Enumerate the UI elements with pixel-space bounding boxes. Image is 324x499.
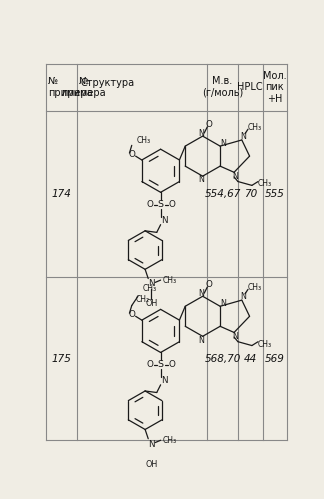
Text: S: S [157,200,164,209]
Text: CH₃: CH₃ [162,275,176,284]
Text: N: N [161,216,168,226]
Text: №
примера: № примера [48,76,92,98]
Text: N: N [198,289,204,298]
Text: N: N [161,376,168,385]
Text: N: N [240,292,246,301]
Text: O: O [168,360,175,369]
Text: CH₃: CH₃ [248,123,262,132]
Text: CH₃: CH₃ [143,284,157,293]
Text: N: N [220,299,226,308]
Text: O: O [128,150,135,159]
Text: 174: 174 [51,189,71,199]
Text: CH₃: CH₃ [248,283,262,292]
Text: 44: 44 [244,354,257,364]
Text: 554,67: 554,67 [204,189,241,199]
Text: O: O [146,200,153,209]
Text: Структура: Структура [80,78,134,88]
Text: N: N [220,139,226,148]
Text: N: N [240,132,246,141]
Text: 175: 175 [51,354,71,364]
Text: 555: 555 [265,189,284,199]
Text: 70: 70 [244,189,257,199]
Text: 569: 569 [265,354,284,364]
Text: OH: OH [145,299,157,308]
Text: O: O [146,360,153,369]
Text: N: N [198,129,204,138]
Text: N: N [233,172,238,181]
Text: №
примера: № примера [61,76,106,98]
Text: OH: OH [145,460,157,469]
Text: O: O [168,200,175,209]
Text: N: N [198,176,204,185]
Text: 568,70: 568,70 [204,354,241,364]
Text: CH₃: CH₃ [258,179,272,188]
Text: O: O [205,120,212,129]
Text: N: N [233,332,238,341]
Text: HPLC: HPLC [237,82,263,92]
Text: М.в.
(г/моль): М.в. (г/моль) [202,76,243,98]
Text: N: N [148,440,155,449]
Text: O: O [128,310,135,319]
Text: N: N [148,279,155,288]
Text: CH₃: CH₃ [162,436,176,445]
Text: S: S [157,360,164,369]
Text: O: O [205,280,212,289]
Text: CH₃: CH₃ [136,136,151,145]
Text: Мол.
пик
+H: Мол. пик +H [263,70,286,104]
Text: N: N [198,336,204,345]
Text: CH₂: CH₂ [136,295,150,304]
Text: CH₃: CH₃ [258,339,272,348]
